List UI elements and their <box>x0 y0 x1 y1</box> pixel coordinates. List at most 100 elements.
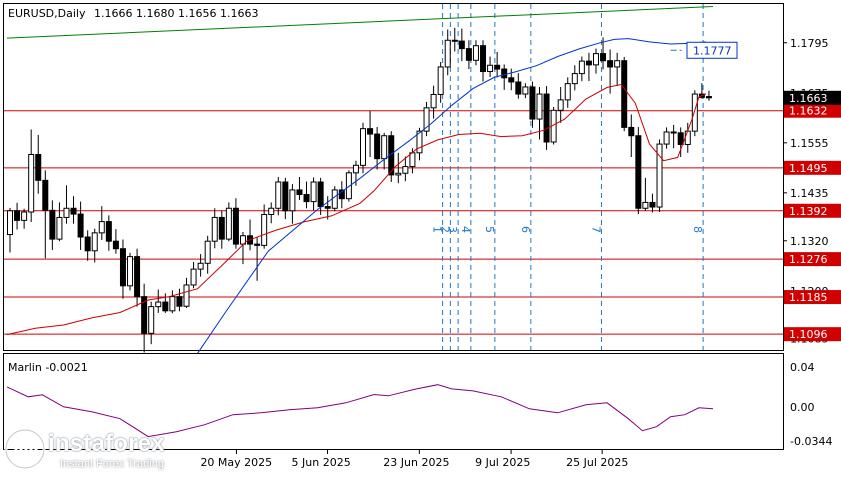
candle-body <box>42 179 49 211</box>
candle <box>508 68 515 91</box>
candle-body <box>628 126 635 137</box>
candle-body <box>635 135 642 209</box>
candle-body <box>444 39 451 68</box>
instaforex-watermark: instaforex Instant Forex Trading <box>4 428 204 472</box>
vline-label-6: 6 <box>519 226 532 233</box>
candle-body <box>374 133 381 160</box>
candle <box>112 229 119 254</box>
candle-body <box>494 64 501 70</box>
time-tick-label: 5 Jun 2025 <box>292 456 351 469</box>
candle-body <box>352 164 359 174</box>
candle-body <box>56 216 63 240</box>
candle-body <box>480 45 487 73</box>
candle <box>183 277 190 308</box>
candle-body <box>261 214 268 246</box>
candle-body <box>77 213 84 238</box>
candle-body <box>367 128 374 135</box>
candle-body <box>529 86 536 120</box>
candle-body <box>691 93 698 132</box>
vline-label-3: 3 <box>446 226 459 233</box>
level-tag-label: 1.1096 <box>789 328 828 341</box>
candle <box>261 204 268 249</box>
candle-body <box>162 301 169 312</box>
candle-body <box>451 39 458 42</box>
candle-body <box>119 248 126 287</box>
candle-body <box>663 131 670 145</box>
instaforex-logo-icon <box>4 428 46 470</box>
candle-body <box>600 53 607 62</box>
candle-body <box>296 189 303 196</box>
candle <box>705 90 712 101</box>
candle-body <box>515 81 522 95</box>
candle-body <box>317 181 324 208</box>
candle-body <box>190 268 197 286</box>
candle-body <box>28 153 35 213</box>
level-tag-label: 1.1276 <box>789 253 828 266</box>
candle <box>543 86 550 150</box>
candle-body <box>127 256 134 287</box>
candle <box>628 114 635 157</box>
vline-label-7: 7 <box>589 226 602 233</box>
candle-body <box>303 194 310 203</box>
candle-body <box>501 68 508 79</box>
trend-lines <box>6 6 714 39</box>
candle <box>303 181 310 209</box>
candle <box>656 139 663 213</box>
candle-body <box>677 132 684 145</box>
candle-body <box>437 66 444 95</box>
level-tag-box <box>784 290 841 305</box>
candle-body <box>465 48 472 61</box>
candle <box>578 56 585 82</box>
candle-body <box>225 207 232 240</box>
candle-body <box>14 210 21 221</box>
candle-body <box>254 243 261 246</box>
candle <box>317 177 324 215</box>
chart-header-symbol: EURUSD,Daily <box>8 7 86 20</box>
candle <box>211 208 218 249</box>
level-tag-box <box>784 327 841 342</box>
candle-body <box>7 210 13 236</box>
time-tick-label: 25 Jul 2025 <box>566 456 628 469</box>
candle-body <box>564 83 571 101</box>
candle-body <box>35 153 42 181</box>
oscillator-line <box>6 384 714 438</box>
candle <box>522 83 529 99</box>
trend-line-green <box>6 6 714 39</box>
candle-body <box>614 60 621 68</box>
candle <box>148 301 155 345</box>
candle-body <box>338 189 345 200</box>
candle-body <box>105 221 112 242</box>
candle <box>176 288 183 312</box>
candle <box>119 239 126 299</box>
price-tick-label: 1.1555 <box>790 137 829 150</box>
level-tag-box <box>784 252 841 267</box>
candle-body <box>592 53 599 66</box>
indicator-label: Marlin -0.0021 <box>8 361 88 374</box>
oscillator: 0.04 0.00 -0.0344 <box>6 361 832 448</box>
candle <box>232 198 239 249</box>
candle <box>677 127 684 157</box>
candle <box>169 290 176 314</box>
candle-body <box>232 207 239 245</box>
candle-body <box>324 206 331 209</box>
price-tick-label: 1.1795 <box>790 37 829 50</box>
moving-averages: 1.1777 <box>6 38 738 354</box>
candle <box>480 40 487 82</box>
candle-body <box>557 99 564 111</box>
candle <box>487 56 494 77</box>
price-tick-label: 1.1435 <box>790 187 829 200</box>
candle-body <box>649 201 656 208</box>
candle-body <box>310 181 317 203</box>
candle <box>437 61 444 103</box>
candle <box>254 237 261 281</box>
candle-body <box>112 240 119 250</box>
candle <box>204 235 211 274</box>
candles <box>7 27 712 353</box>
candle-body <box>91 232 98 252</box>
indicator-plot-frame <box>3 353 784 450</box>
candle-body <box>282 181 289 212</box>
candle-body <box>218 216 225 240</box>
candle <box>77 201 84 250</box>
candle <box>536 86 543 140</box>
candle-body <box>63 207 70 218</box>
